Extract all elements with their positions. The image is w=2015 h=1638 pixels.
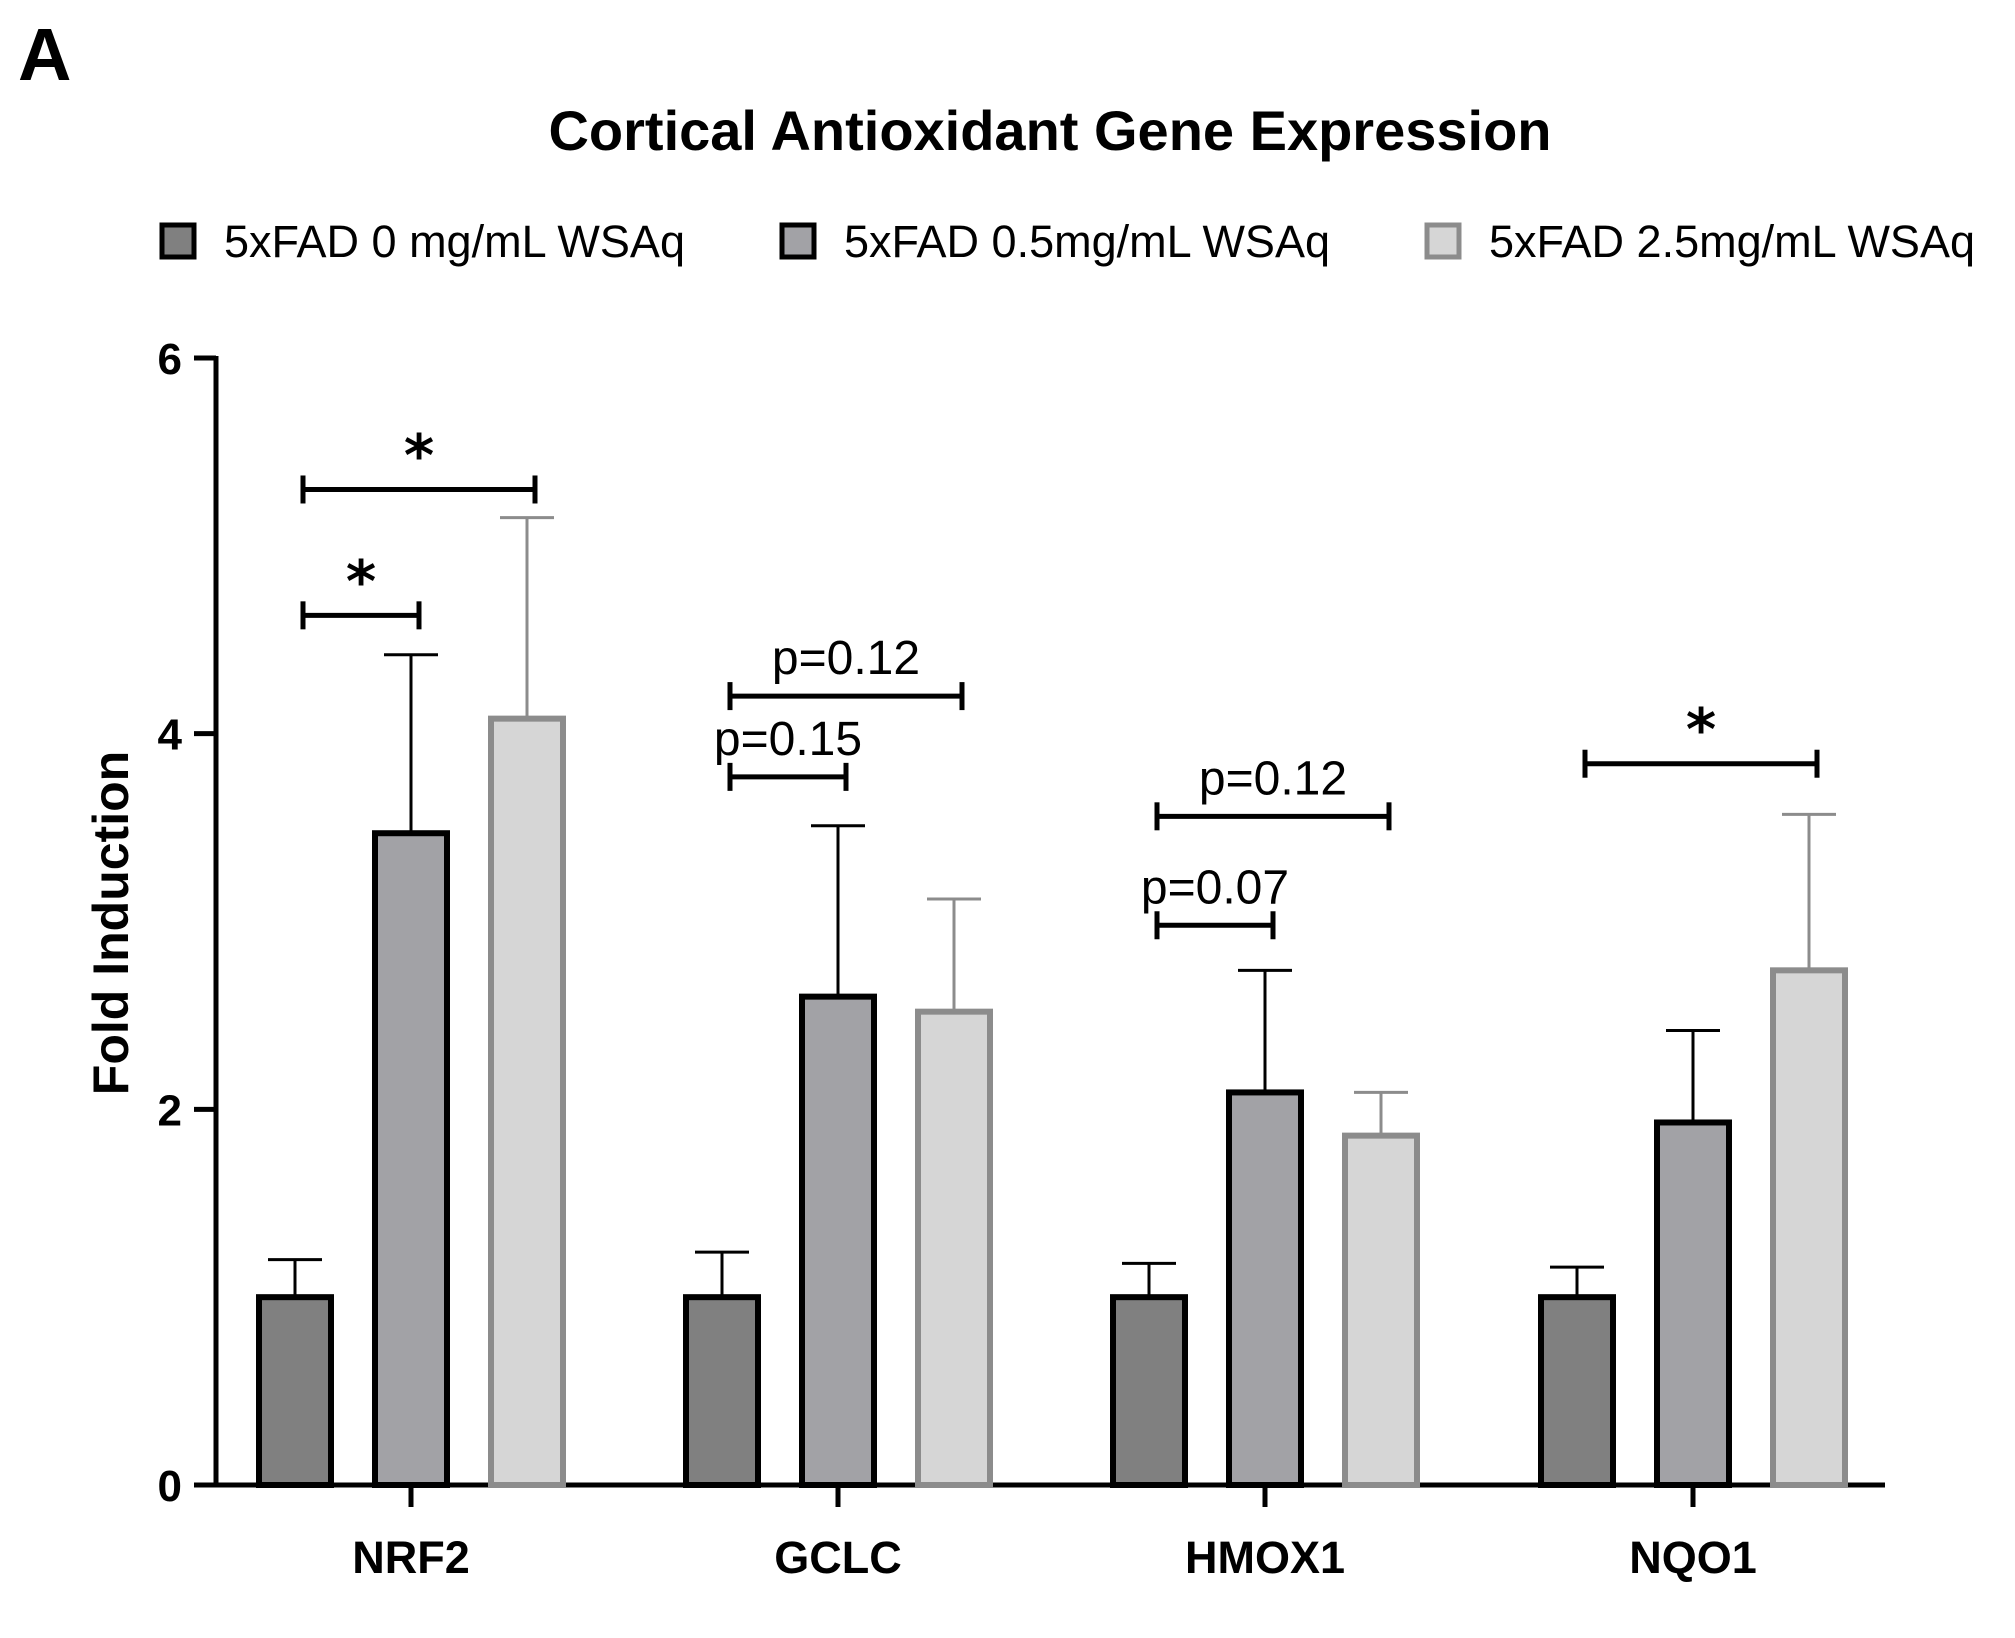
sig-label-6: p=0.12 <box>1199 752 1347 805</box>
sig-label-5: p=0.07 <box>1141 861 1289 914</box>
chart-title: Cortical Antioxidant Gene Expression <box>548 99 1551 162</box>
y-tick-label-2: 2 <box>158 1086 182 1135</box>
bar-gclc-s3 <box>915 1008 993 1488</box>
bar-hmox1-s1 <box>1110 1294 1188 1488</box>
bar-gclc-s1 <box>683 1294 761 1488</box>
bar-gclc-s2 <box>799 993 877 1489</box>
x-tick-label-nqo1: NQO1 <box>1629 1532 1757 1583</box>
y-tick-label-4: 4 <box>158 711 183 760</box>
sig-label-3: p=0.15 <box>714 713 862 766</box>
plot-area: 0 2 4 6 NRF2 GCLC HMOX1 NQO1 * * p=0.15 p=0.12 p=0.0… <box>158 335 1885 1583</box>
bar-nrf2-s2 <box>372 830 450 1488</box>
y-axis-label: Fold Induction <box>83 751 139 1095</box>
x-tick-label-nrf2: NRF2 <box>352 1532 470 1583</box>
sig-label-2: * <box>404 421 434 489</box>
legend-swatch-3 <box>1424 222 1462 260</box>
bar-nrf2-s1 <box>256 1294 334 1488</box>
bar-hmox1-s2 <box>1226 1089 1304 1488</box>
legend: 5xFAD 0 mg/mL WSAq 5xFAD 0.5mg/mL WSAq 5xF… <box>159 216 1975 267</box>
panel-label: A <box>18 13 71 96</box>
legend-label-2: 5xFAD 0.5mg/mL WSAq <box>844 216 1330 267</box>
bar-nqo1-s2 <box>1654 1119 1732 1489</box>
sig-label-4: p=0.12 <box>772 632 920 685</box>
bar-nqo1-s1 <box>1538 1294 1616 1488</box>
bar-nrf2-s3 <box>488 715 566 1488</box>
legend-swatch-2 <box>779 222 817 260</box>
x-tick-label-hmox1: HMOX1 <box>1185 1532 1345 1583</box>
sig-label-7: * <box>1686 696 1716 764</box>
bar-hmox1-s3 <box>1342 1132 1420 1488</box>
y-tick-label-0: 0 <box>158 1462 182 1511</box>
x-tick-label-gclc: GCLC <box>774 1532 902 1583</box>
sig-label-1: * <box>346 547 376 615</box>
bar-nqo1-s3 <box>1770 967 1848 1488</box>
y-tick-label-6: 6 <box>158 335 182 384</box>
legend-label-1: 5xFAD 0 mg/mL WSAq <box>224 216 685 267</box>
legend-swatch-1 <box>159 222 197 260</box>
legend-label-3: 5xFAD 2.5mg/mL WSAq <box>1489 216 1975 267</box>
